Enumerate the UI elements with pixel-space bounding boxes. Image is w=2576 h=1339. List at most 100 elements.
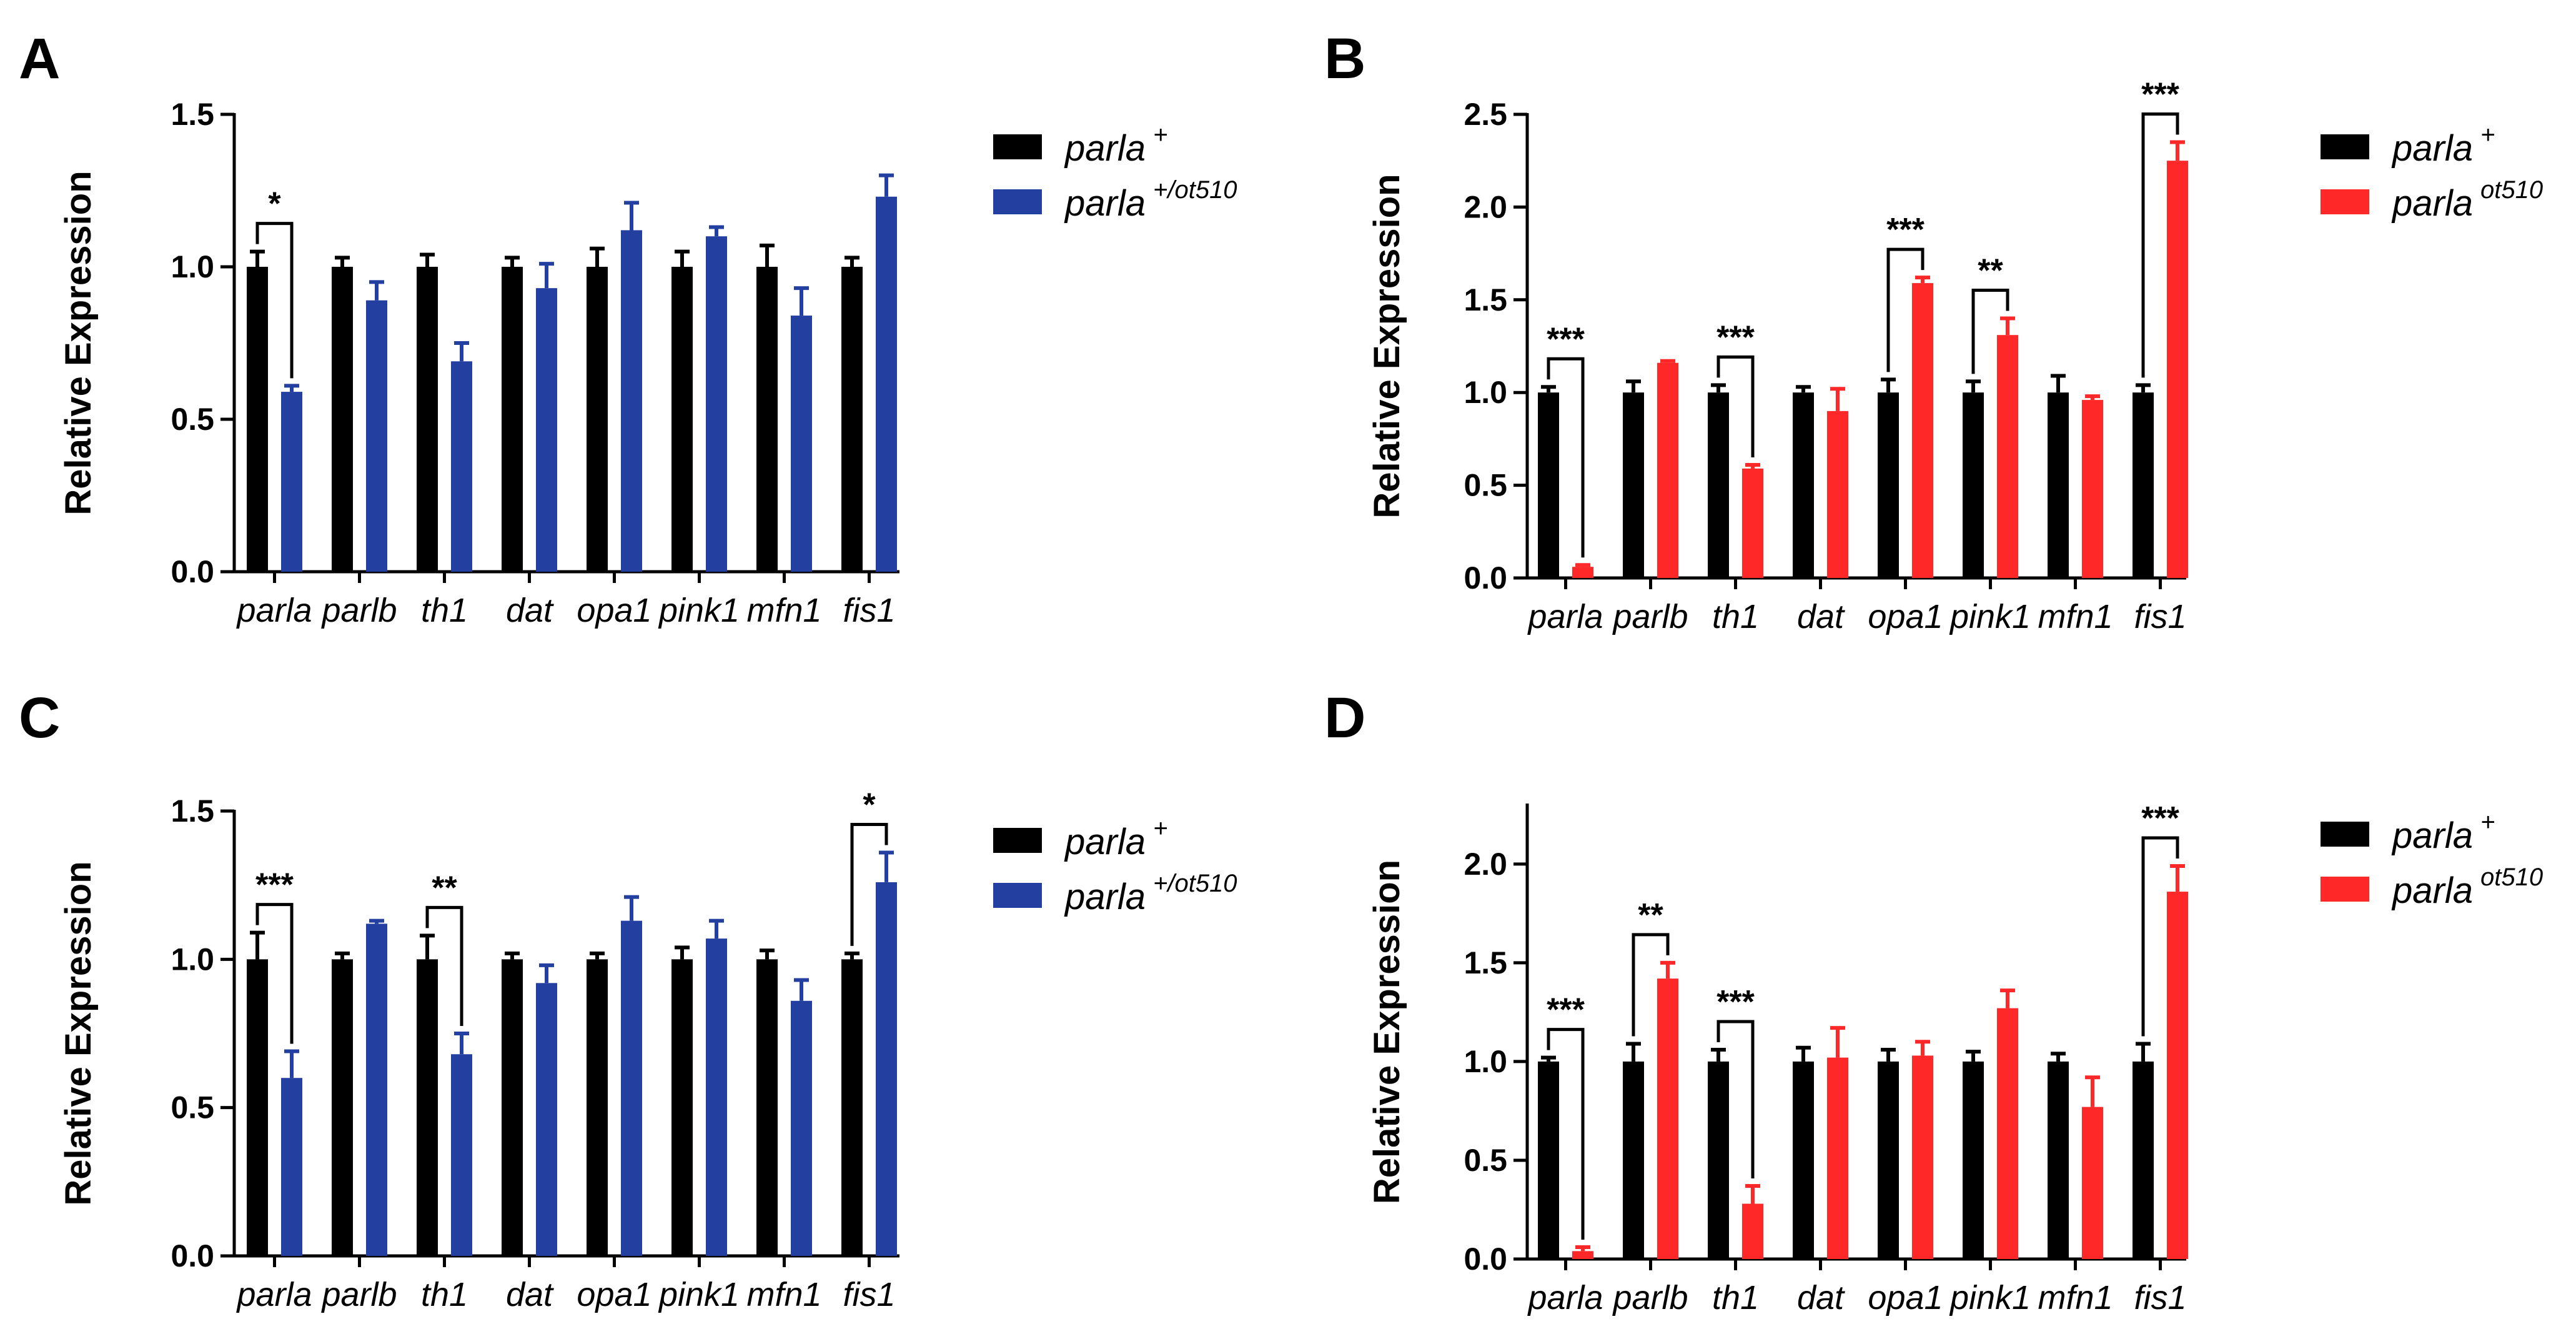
- legend-swatch: [2321, 822, 2369, 847]
- x-tick-label: parlb: [320, 1276, 397, 1313]
- bar-control: [756, 267, 778, 572]
- bar-control: [587, 959, 608, 1256]
- significance-bracket: [1717, 355, 1755, 457]
- legend-superscript: +: [1153, 121, 1167, 149]
- bar-control: [841, 959, 863, 1256]
- bar-control: [587, 267, 608, 572]
- bar-control: [1538, 392, 1559, 578]
- x-tick-label: fis1: [2134, 598, 2186, 635]
- x-tick-label: parla: [235, 1276, 312, 1313]
- x-tick-label: mfn1: [2038, 598, 2113, 635]
- legend-label: parla +: [1064, 815, 1167, 862]
- bar-mutant: [621, 230, 642, 572]
- significance-bracket: [1547, 1028, 1585, 1240]
- bar-control: [2048, 392, 2069, 578]
- significance-label: ***: [1547, 321, 1585, 357]
- chart-panel-b: B Relative Expression 0.0 0.5 1.0 1.5 2.0 2.5 pa…: [1324, 27, 2543, 635]
- y-tick-label: 0.0: [1464, 560, 1507, 595]
- significance-bracket: [425, 905, 463, 1026]
- y-tick-label: 1.0: [1464, 375, 1507, 410]
- legend-label: parla ot510: [2391, 864, 2543, 911]
- y-tick-label: 0.5: [1464, 468, 1507, 503]
- x-tick-label: th1: [1712, 1279, 1759, 1317]
- significance-label: **: [432, 870, 457, 906]
- x-tick-label: parla: [1527, 598, 1603, 635]
- bar-mutant: [1657, 362, 1678, 578]
- bar-mutant: [366, 923, 387, 1256]
- bar-mutant: [621, 920, 642, 1256]
- bar-control: [1878, 392, 1899, 578]
- legend-swatch: [993, 828, 1042, 853]
- bar-mutant: [1657, 978, 1678, 1259]
- bar-mutant: [2082, 1107, 2103, 1259]
- bar-control: [1793, 1061, 1814, 1259]
- legend-superscript: +/ot510: [1153, 176, 1237, 204]
- y-tick-label: 2.0: [1464, 189, 1507, 224]
- bar-control: [671, 267, 693, 572]
- y-tick-label: 0.0: [1464, 1242, 1507, 1277]
- x-tick-label: parla: [235, 592, 312, 629]
- legend-superscript: +: [2480, 121, 2495, 149]
- x-tick-label: mfn1: [2038, 1279, 2113, 1317]
- x-tick-label: dat: [1797, 598, 1845, 635]
- x-tick-label: dat: [506, 592, 554, 629]
- x-tick-label: parlb: [320, 592, 397, 629]
- significance-bracket: [255, 903, 294, 1044]
- bar-mutant: [536, 288, 557, 572]
- y-tick-label: 0.5: [171, 402, 214, 437]
- bar-mutant: [1827, 1057, 1848, 1259]
- bar-mutant: [536, 983, 557, 1256]
- legend-label: parla ot510: [2391, 176, 2543, 224]
- bar-mutant: [451, 361, 472, 572]
- x-tick-label: pink1: [658, 592, 740, 629]
- x-tick-label: opa1: [1868, 1279, 1943, 1317]
- y-tick-label: 1.0: [1464, 1044, 1507, 1079]
- significance-label: ***: [1717, 319, 1755, 356]
- x-tick-label: pink1: [658, 1276, 740, 1313]
- legend-label: parla +: [2391, 121, 2495, 169]
- x-tick-label: parla: [1527, 1279, 1603, 1317]
- legend-superscript: +: [1153, 815, 1167, 842]
- x-tick-label: th1: [421, 1276, 468, 1313]
- bar-control: [247, 959, 268, 1256]
- legend-label: parla +/ot510: [1064, 176, 1237, 224]
- bar-control: [2133, 392, 2154, 578]
- bar-control: [1793, 392, 1814, 578]
- y-tick-label: 1.0: [171, 942, 214, 977]
- x-tick-label: mfn1: [746, 1276, 821, 1313]
- significance-bracket: [1971, 288, 2009, 374]
- bar-mutant: [706, 938, 727, 1256]
- x-tick-label: parlb: [1612, 598, 1688, 635]
- legend-superscript: +: [2480, 809, 2495, 836]
- y-axis-label: Relative Expression: [58, 171, 99, 515]
- significance-bracket: [1547, 357, 1585, 558]
- bar-control: [332, 267, 353, 572]
- x-tick-label: opa1: [577, 1276, 651, 1313]
- bar-mutant: [706, 236, 727, 572]
- x-tick-label: dat: [1797, 1279, 1845, 1317]
- significance-label: ***: [1717, 984, 1755, 1020]
- y-tick-label: 2.0: [1464, 847, 1507, 882]
- bar-mutant: [1997, 335, 2018, 578]
- bar-control: [417, 959, 438, 1256]
- legend-swatch: [2321, 134, 2369, 159]
- x-tick-label: fis1: [843, 1276, 895, 1313]
- x-tick-label: mfn1: [746, 592, 821, 629]
- bar-mutant: [2167, 892, 2188, 1259]
- y-tick-label: 0.0: [171, 1238, 214, 1273]
- y-tick-label: 1.5: [1464, 282, 1507, 317]
- significance-label: *: [268, 186, 281, 222]
- significance-bracket: [255, 222, 294, 379]
- bar-mutant: [1912, 283, 1933, 578]
- y-tick-label: 0.0: [171, 554, 214, 589]
- legend-swatch: [2321, 877, 2369, 902]
- legend-superscript: +/ot510: [1153, 870, 1237, 897]
- bar-control: [417, 267, 438, 572]
- bar-control: [841, 267, 863, 572]
- significance-label: **: [1978, 252, 2003, 289]
- significance-bracket: [2141, 112, 2179, 378]
- significance-bracket: [2141, 836, 2179, 1037]
- significance-label: ***: [2141, 77, 2179, 113]
- x-tick-label: fis1: [843, 592, 895, 629]
